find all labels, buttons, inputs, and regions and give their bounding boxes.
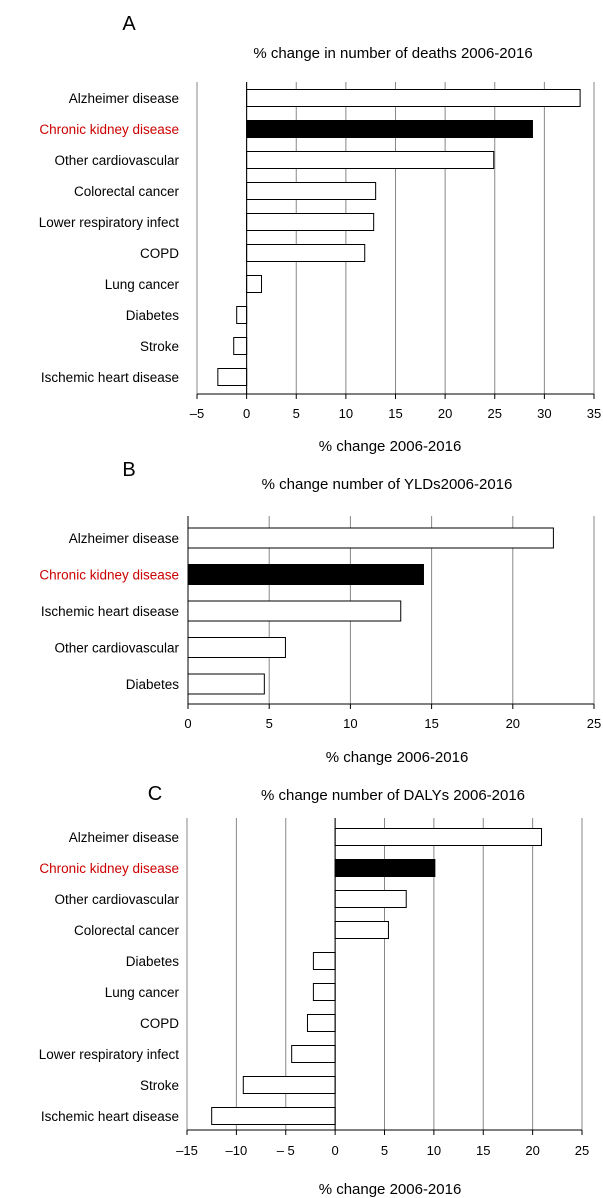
bar-a-copd [246, 244, 366, 262]
x-tick-label-c: 5 [381, 1143, 388, 1158]
x-tick-label-c: 25 [575, 1143, 589, 1158]
category-label-a: Colorectal cancer [74, 184, 180, 199]
category-label-c: Colorectal cancer [74, 923, 180, 938]
bar-c-chronic-kidney-disease [334, 859, 436, 877]
category-label-c: Lung cancer [105, 985, 180, 1000]
panel-c-letter: C [148, 783, 162, 805]
category-label-c: Ischemic heart disease [41, 1109, 179, 1124]
bar-c-lower-respiratory-infect [291, 1045, 336, 1063]
x-tick-label-a: 5 [293, 406, 300, 421]
panel-c-title: % change number of DALYs 2006-2016 [261, 787, 525, 804]
category-label-a: Lung cancer [105, 277, 180, 292]
category-label-c: Alzheimer disease [69, 830, 179, 845]
bar-b-chronic-kidney-disease [187, 564, 424, 585]
x-tick-label-b: 5 [266, 716, 273, 731]
panel-c-xlabel: % change 2006-2016 [319, 1181, 462, 1198]
x-tick-label-c: 15 [476, 1143, 490, 1158]
x-tick-label-a: 10 [339, 406, 353, 421]
bar-c-copd [306, 1014, 336, 1032]
bar-a-colorectal-cancer [246, 182, 377, 200]
bar-c-ischemic-heart-disease [211, 1107, 336, 1125]
category-label-c: Other cardiovascular [54, 892, 179, 907]
x-tick-label-b: 10 [343, 716, 357, 731]
category-label-a: Alzheimer disease [69, 91, 179, 106]
x-tick-label-b: 20 [506, 716, 520, 731]
x-tick-label-a: 20 [438, 406, 452, 421]
panel-a-xlabel: % change 2006-2016 [319, 438, 462, 455]
x-tick-label-c: –10 [226, 1143, 248, 1158]
bar-a-diabetes [236, 306, 248, 324]
bar-a-other-cardiovascular [246, 151, 495, 169]
bar-a-chronic-kidney-disease [246, 120, 533, 138]
bar-a-stroke [233, 337, 248, 355]
bar-c-colorectal-cancer [334, 921, 389, 939]
bar-c-other-cardiovascular [334, 890, 407, 908]
panel-b-xlabel: % change 2006-2016 [326, 749, 469, 766]
category-label-b: Other cardiovascular [54, 641, 179, 656]
panel-b-title: % change number of YLDs2006-2016 [262, 476, 513, 493]
panel-a-letter: A [122, 13, 136, 35]
x-tick-label-a: 35 [587, 406, 601, 421]
category-label-c: COPD [140, 1016, 179, 1031]
x-tick-label-c: – 5 [277, 1143, 295, 1158]
x-tick-label-a: –5 [190, 406, 204, 421]
bar-c-diabetes [312, 952, 336, 970]
category-label-a: Other cardiovascular [54, 153, 179, 168]
category-label-b: Ischemic heart disease [41, 604, 179, 619]
category-label-c: Lower respiratory infect [39, 1047, 180, 1062]
x-tick-label-b: 0 [184, 716, 191, 731]
x-tick-label-a: 30 [537, 406, 551, 421]
category-label-b: Chronic kidney disease [39, 568, 179, 583]
panel-c-plot: –15 –10 – 5 0 5 10 15 20 25 Alzheimer disease Chro… [39, 818, 589, 1158]
category-label-a: Lower respiratory infect [39, 215, 180, 230]
category-label-a: Ischemic heart disease [41, 370, 179, 385]
panel-a-plot: –5 0 5 10 15 20 25 30 35 Alzheimer disease Chronic… [39, 82, 601, 421]
bar-a-ischemic-heart-disease [217, 368, 248, 386]
category-label-b: Alzheimer disease [69, 531, 179, 546]
panel-b-letter: B [122, 459, 135, 481]
x-tick-label-a: 25 [488, 406, 502, 421]
bar-b-ischemic-heart-disease [187, 600, 402, 622]
category-label-c: Diabetes [126, 954, 180, 969]
bar-b-other-cardiovascular [187, 637, 286, 658]
panel-a: A % change in number of deaths 2006-2016… [39, 13, 602, 455]
x-tick-label-c: 0 [332, 1143, 339, 1158]
x-tick-label-c: 20 [525, 1143, 539, 1158]
category-label-a: Stroke [140, 339, 179, 354]
category-label-a: COPD [140, 246, 179, 261]
bar-b-alzheimer-disease [187, 527, 554, 549]
panel-b: B % change number of YLDs2006-2016 % cha… [39, 459, 601, 766]
x-tick-label-c: –15 [176, 1143, 198, 1158]
panel-c: C % change number of DALYs 2006-2016 % c… [39, 783, 590, 1198]
category-label-c: Stroke [140, 1078, 179, 1093]
bar-a-lower-respiratory-infect [246, 213, 375, 231]
panel-a-title: % change in number of deaths 2006-2016 [253, 45, 532, 62]
bar-c-alzheimer-disease [334, 828, 543, 846]
category-label-b: Diabetes [126, 677, 180, 692]
category-label-c: Chronic kidney disease [39, 861, 179, 876]
bar-b-diabetes [187, 673, 265, 695]
panel-b-plot: 0 5 10 15 20 25 Alzheimer disease Chronic kidne… [39, 516, 601, 731]
category-label-a: Diabetes [126, 308, 180, 323]
bar-c-stroke [242, 1076, 336, 1094]
bar-a-alzheimer-disease [246, 89, 581, 107]
x-tick-label-b: 15 [424, 716, 438, 731]
bar-a-lung-cancer [246, 275, 263, 293]
x-tick-label-a: 15 [388, 406, 402, 421]
x-tick-label-b: 25 [587, 716, 601, 731]
x-tick-label-a: 0 [243, 406, 250, 421]
bar-c-lung-cancer [312, 983, 336, 1001]
x-tick-label-c: 10 [427, 1143, 441, 1158]
category-label-a: Chronic kidney disease [39, 122, 179, 137]
